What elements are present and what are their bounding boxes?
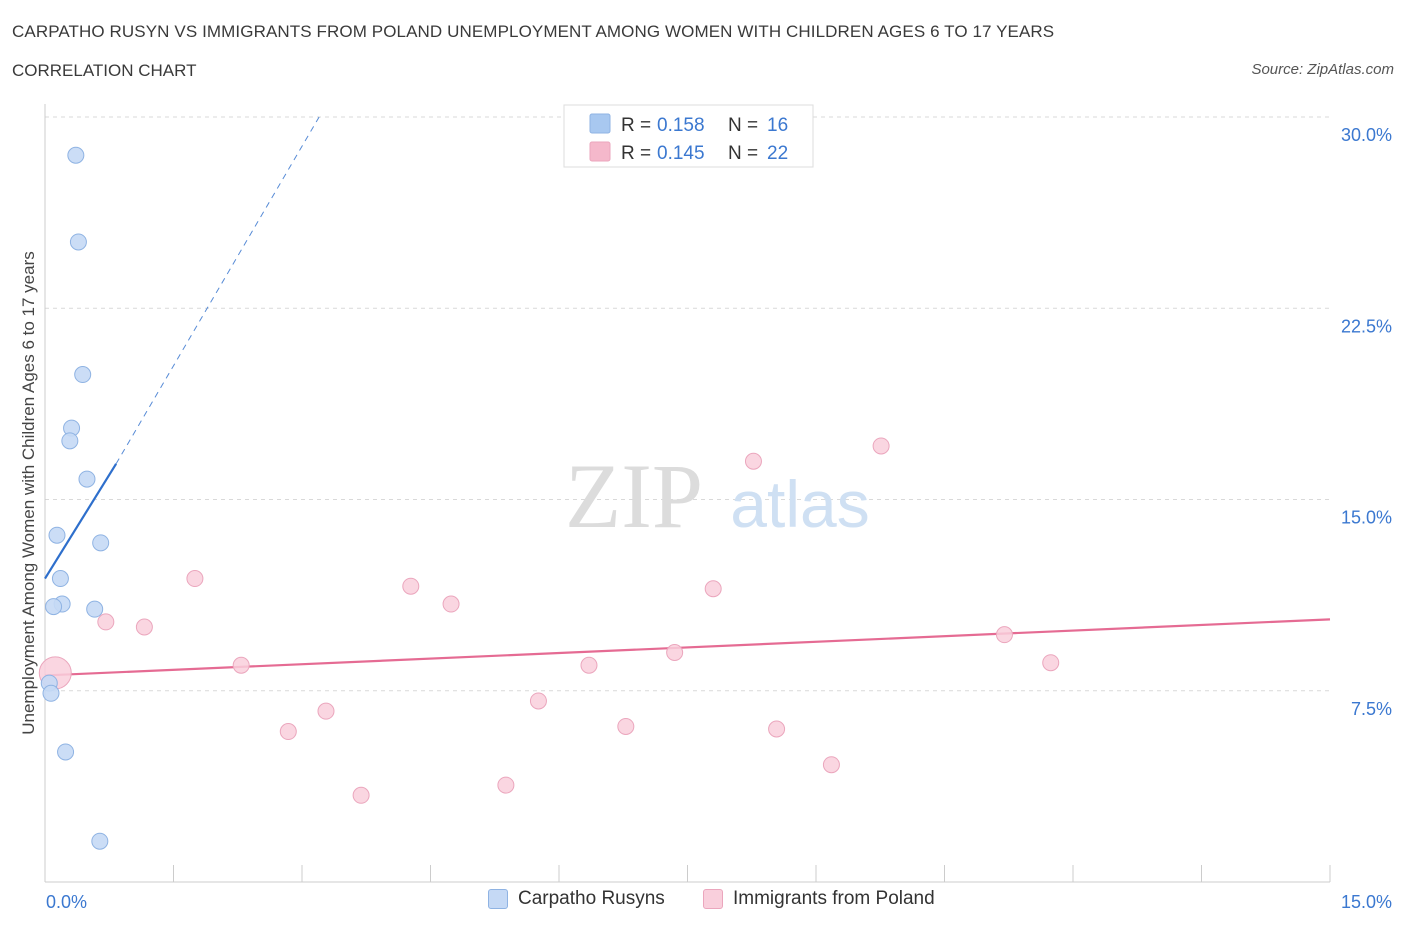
point-carpatho-rusyns [42,684,60,702]
y-tick-label: 7.5% [1351,699,1392,719]
point-carpatho-rusyns [45,598,63,616]
point-immigrants-from-poland [704,580,722,598]
point-immigrants-from-poland [529,692,547,710]
y-axis-label: Unemployment Among Women with Children A… [19,251,38,735]
legend-swatch-blue [488,889,508,909]
stats-legend-n-value: 16 [767,115,788,136]
point-immigrants-from-poland [1042,654,1060,672]
legend-item-carpatho-rusyns[interactable]: Carpatho Rusyns [488,888,665,910]
point-carpatho-rusyns [61,432,79,450]
point-carpatho-rusyns [69,233,87,251]
point-immigrants-from-poland [186,570,204,588]
stats-legend-r-label: R = [621,115,651,136]
legend-label: Immigrants from Poland [733,888,935,909]
legend-item-immigrants-from-poland[interactable]: Immigrants from Poland [703,888,935,910]
stats-legend-swatch-blue [589,113,611,134]
point-immigrants-from-poland [580,656,598,674]
trend-lines [44,116,1331,677]
stats-legend-r-value: 0.145 [657,143,705,164]
point-immigrants-from-poland [744,452,762,470]
point-immigrants-from-poland [497,776,515,794]
point-carpatho-rusyns [86,600,104,618]
stats-legend-n-label: N = [728,115,758,136]
stats-legend-r-label: R = [621,143,651,164]
point-carpatho-rusyns [92,534,110,552]
point-immigrants-from-poland [135,618,153,636]
point-carpatho-rusyns [51,570,69,588]
trend-line-immigrants-from-poland [44,618,1331,677]
point-immigrants-from-poland [279,723,297,741]
series-legend: Carpatho Rusyns Immigrants from Poland [0,888,1406,918]
point-immigrants-from-poland [995,626,1013,644]
point-carpatho-rusyns [78,470,96,488]
data-points [38,146,1060,850]
point-immigrants-from-poland [617,717,635,735]
stats-legend-n-value: 22 [767,143,788,164]
point-carpatho-rusyns [74,366,92,384]
axes [44,104,1331,883]
stats-legend: R = 0.158 N = 16 R = 0.145 N = 22 [563,104,814,168]
chart-title: CARPATHO RUSYN VS IMMIGRANTS FROM POLAND… [12,22,1055,41]
point-carpatho-rusyns [48,526,66,544]
x-tick-labels: 0.0% 15.0% [46,892,1392,912]
point-immigrants-from-poland [232,656,250,674]
legend-swatch-pink [703,889,723,909]
watermark-zip: ZIP [565,445,703,547]
grid-lines [45,116,1330,692]
watermark-atlas: atlas [730,467,869,541]
trend-line-extension [115,116,320,465]
point-carpatho-rusyns [91,832,109,850]
y-tick-label: 22.5% [1341,316,1392,336]
legend-label: Carpatho Rusyns [518,888,665,909]
trend-line-carpatho-rusyns [44,463,118,580]
source-label: Source: ZipAtlas.com [1251,61,1394,78]
point-immigrants-from-poland [666,644,684,661]
point-carpatho-rusyns [57,743,75,761]
point-immigrants-from-poland [822,756,840,774]
point-immigrants-from-poland [768,720,786,738]
chart-subtitle: CORRELATION CHART [12,61,197,80]
x-tick-label: 15.0% [1341,892,1392,912]
point-immigrants-from-poland [872,437,890,455]
x-tick-label: 0.0% [46,892,87,912]
y-tick-label: 15.0% [1341,508,1392,528]
y-tick-label: 30.0% [1341,125,1392,145]
point-carpatho-rusyns [67,146,85,164]
point-immigrants-from-poland [97,613,115,631]
point-immigrants-from-poland [402,577,420,595]
point-immigrants-from-poland [317,702,335,720]
stats-legend-r-value: 0.158 [657,115,705,136]
point-immigrants-from-poland [442,595,460,613]
y-tick-labels: 7.5% 15.0% 22.5% 30.0% [1341,125,1392,719]
point-immigrants-from-poland [352,786,370,804]
stats-legend-n-label: N = [728,143,758,164]
stats-legend-swatch-pink [589,141,611,162]
watermark: ZIP atlas [565,445,870,547]
